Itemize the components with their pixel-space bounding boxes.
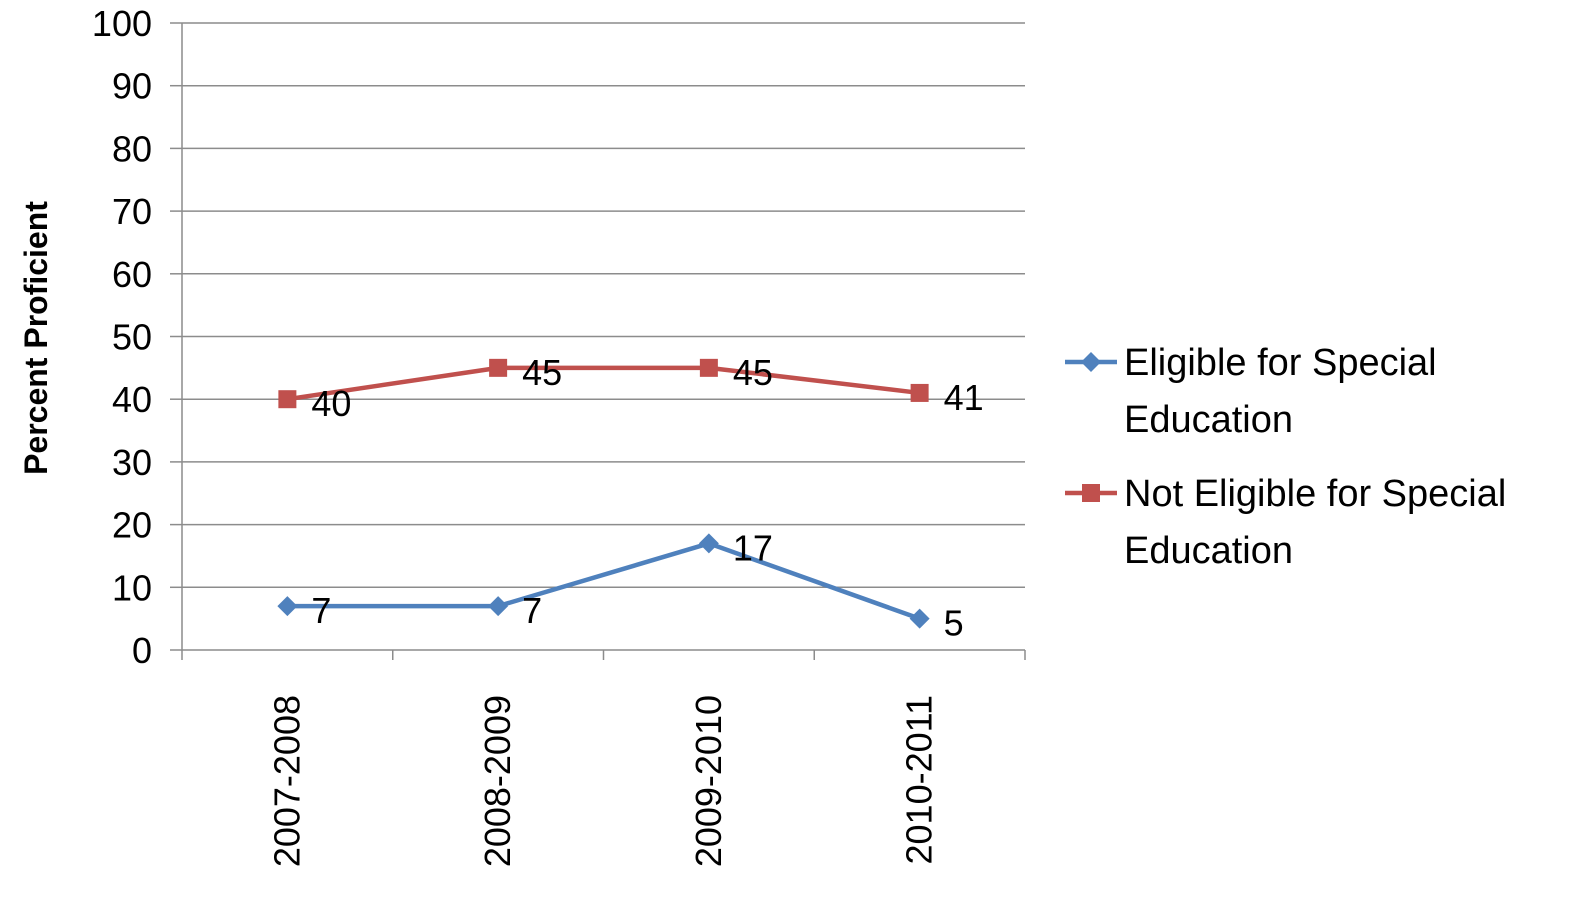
y-axis-title: Percent Proficient <box>18 201 54 475</box>
data-point-marker <box>488 596 509 617</box>
data-label: 41 <box>944 377 984 418</box>
data-label: 45 <box>733 352 773 393</box>
legend-label: Education <box>1124 530 1293 572</box>
data-label: 7 <box>522 590 542 631</box>
x-tick-labels: 2007-2008 2008-2009 2009-2010 2010-2011 <box>266 695 939 867</box>
y-tick-labels: 0 10 20 30 40 50 60 70 80 90 100 <box>92 3 152 671</box>
y-tick-label: 0 <box>132 630 152 671</box>
y-tick-label: 30 <box>112 442 152 483</box>
data-label: 7 <box>311 590 331 631</box>
series-lines <box>277 358 930 629</box>
y-tick-label: 100 <box>92 3 152 44</box>
data-label: 45 <box>522 352 562 393</box>
y-tick-label: 70 <box>112 191 152 232</box>
data-point-marker <box>278 390 297 409</box>
y-tick-label: 80 <box>112 128 152 169</box>
data-point-marker <box>489 358 508 377</box>
y-tick-label: 10 <box>112 567 152 608</box>
y-tick-label: 90 <box>112 66 152 107</box>
data-point-marker <box>698 533 719 554</box>
x-tick-label: 2009-2010 <box>688 695 729 867</box>
data-label: 17 <box>733 527 773 568</box>
y-tick-label: 50 <box>112 317 152 358</box>
legend: Eligible for Special Education Not Eligibl… <box>1065 342 1506 572</box>
legend-marker <box>1082 484 1100 502</box>
series-line <box>287 365 920 402</box>
data-label: 40 <box>311 383 351 424</box>
data-point-marker <box>910 383 929 402</box>
axes <box>170 22 1026 660</box>
y-tick-label: 60 <box>112 254 152 295</box>
x-tick-label: 2008-2009 <box>477 695 518 867</box>
data-point-marker <box>909 608 930 629</box>
gridlines <box>182 22 1025 589</box>
legend-label: Eligible for Special <box>1124 342 1437 384</box>
x-tick-label: 2010-2011 <box>899 695 940 865</box>
legend-label: Not Eligible for Special <box>1124 473 1506 515</box>
legend-label: Education <box>1124 399 1293 441</box>
y-tick-label: 20 <box>112 505 152 546</box>
x-tick-label: 2007-2008 <box>266 695 307 867</box>
data-label: 5 <box>944 603 964 644</box>
series-line <box>287 541 921 621</box>
data-labels: 7 7 17 5 40 45 45 41 <box>311 352 983 644</box>
legend-marker <box>1081 352 1101 372</box>
y-tick-label: 40 <box>112 379 152 420</box>
data-point-marker <box>699 358 718 377</box>
data-point-marker <box>277 596 298 617</box>
